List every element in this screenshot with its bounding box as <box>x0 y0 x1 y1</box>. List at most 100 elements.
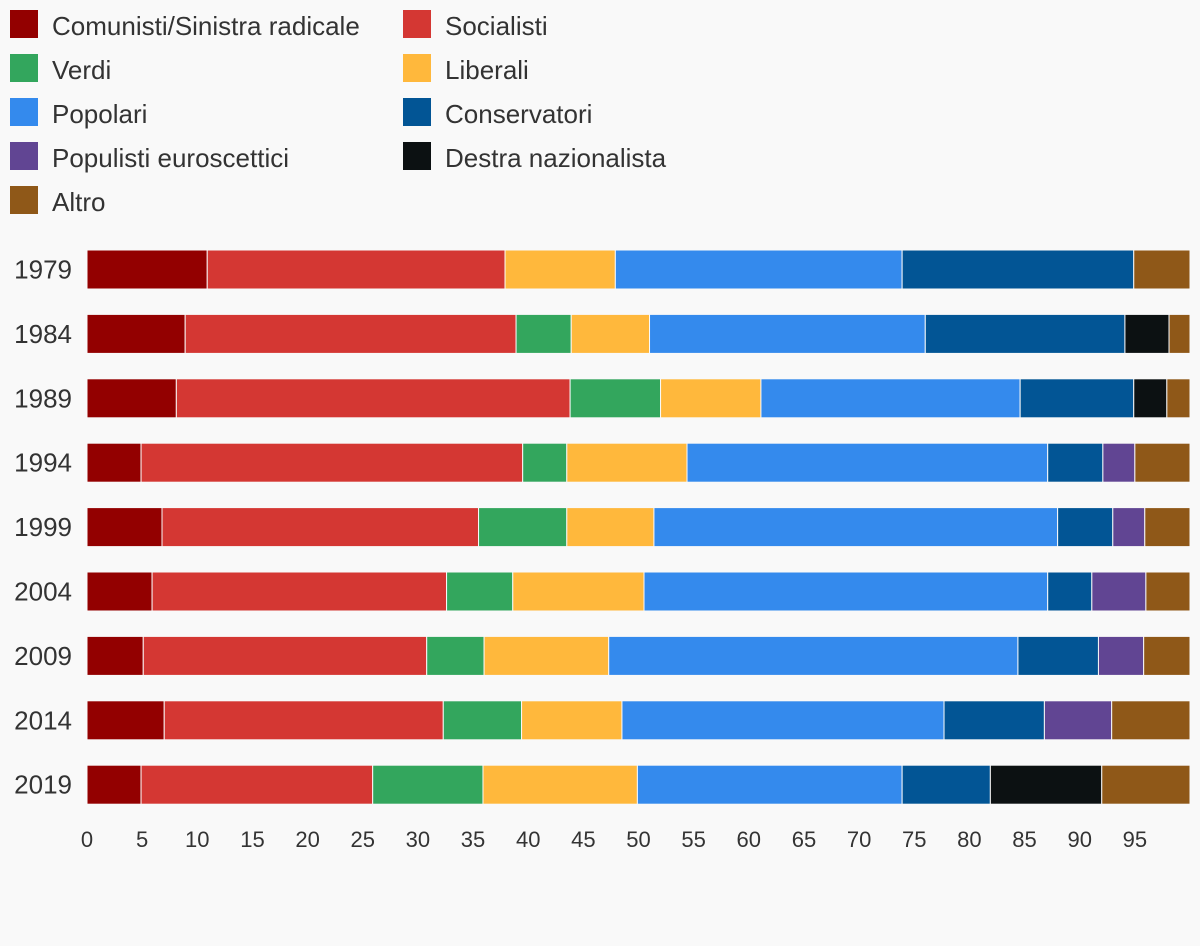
x-tick-label: 0 <box>81 827 93 852</box>
bar-segment-1994-socialisti <box>140 442 524 483</box>
bar-segment-1984-socialisti <box>184 313 517 354</box>
bar-segment-2004-socialisti <box>151 571 448 612</box>
x-tick-label: 80 <box>957 827 981 852</box>
bar-segment-1979-socialisti <box>206 249 506 290</box>
legend-swatch <box>403 98 431 126</box>
y-tick-label: 2019 <box>14 770 72 800</box>
bar-segment-1989-conservatori <box>1019 378 1135 419</box>
bar-segment-2004-conservatori <box>1047 571 1093 612</box>
bar-segment-2009-verdi <box>426 635 485 676</box>
legend-item-socialisti: Socialisti <box>403 10 548 41</box>
bar-segment-2019-conservatori <box>901 764 991 805</box>
bar-segment-2009-altro <box>1143 635 1191 676</box>
bar-segment-1999-liberali <box>566 507 655 548</box>
bar-segment-1999-socialisti <box>161 507 480 548</box>
bar-segment-1999-comunisti-sinistra-radicale <box>86 507 163 548</box>
bar-segment-1999-popolari <box>653 507 1059 548</box>
bar-segment-1984-popolari <box>649 313 926 354</box>
bar-segment-1994-altro <box>1134 442 1191 483</box>
bar-segment-2014-altro <box>1111 700 1191 741</box>
bar-row-1979 <box>86 249 1191 290</box>
bar-segment-2004-populisti-euroscettici <box>1091 571 1147 612</box>
y-tick-label: 2014 <box>14 705 72 735</box>
bar-segment-1979-liberali <box>504 249 616 290</box>
bar-segment-2004-comunisti-sinistra-radicale <box>86 571 153 612</box>
bar-segment-1994-popolari <box>686 442 1049 483</box>
y-axis-labels: 1979 1984 1989 1994 1999 2004 2009 2014 2019 <box>14 255 72 800</box>
bar-segment-2004-verdi <box>446 571 514 612</box>
bar-segment-1984-comunisti-sinistra-radicale <box>86 313 186 354</box>
y-tick-label: 2009 <box>14 641 72 671</box>
legend-item-altro: Altro <box>10 186 105 217</box>
legend-swatch <box>403 10 431 38</box>
bar-segment-1999-altro <box>1144 507 1191 548</box>
bar-segment-2014-verdi <box>442 700 523 741</box>
bar-segment-2019-liberali <box>482 764 638 805</box>
bar-row-2009 <box>86 635 1191 676</box>
x-tick-label: 55 <box>681 827 705 852</box>
bar-segment-2014-socialisti <box>163 700 444 741</box>
x-tick-label: 25 <box>351 827 375 852</box>
bar-segment-2014-popolari <box>621 700 945 741</box>
legend-swatch <box>10 186 38 214</box>
y-tick-label: 1994 <box>14 448 72 478</box>
legend-item-conservatori: Conservatori <box>403 98 592 129</box>
legend-swatch <box>403 54 431 82</box>
x-tick-label: 50 <box>626 827 650 852</box>
legend-swatch <box>10 98 38 126</box>
bar-segment-2019-destra-nazionalista <box>989 764 1103 805</box>
bar-segment-2019-comunisti-sinistra-radicale <box>86 764 142 805</box>
x-tick-label: 85 <box>1012 827 1036 852</box>
legend-label: Verdi <box>52 55 111 85</box>
bars <box>86 249 1191 805</box>
x-tick-label: 90 <box>1067 827 1091 852</box>
legend-label: Destra nazionalista <box>445 143 667 173</box>
legend-label: Conservatori <box>445 99 592 129</box>
legend-item-destra-nazionalista: Destra nazionalista <box>403 142 667 173</box>
bar-segment-2019-altro <box>1101 764 1191 805</box>
bar-segment-1984-destra-nazionalista <box>1124 313 1170 354</box>
legend-item-populisti-euroscettici: Populisti euroscettici <box>10 142 289 173</box>
legend-swatch <box>403 142 431 170</box>
x-tick-label: 65 <box>792 827 816 852</box>
bar-segment-2009-liberali <box>483 635 610 676</box>
bar-segment-1999-verdi <box>478 507 568 548</box>
bar-segment-1989-liberali <box>660 378 762 419</box>
bar-row-2019 <box>86 764 1191 805</box>
x-axis-ticks: 0 5 10 15 20 25 30 35 40 45 50 55 60 65 70 75 80 85 90 95 <box>81 827 1147 852</box>
bar-segment-1984-verdi <box>515 313 572 354</box>
bar-segment-2009-comunisti-sinistra-radicale <box>86 635 144 676</box>
legend-item-comunisti-sinistra-radicale: Comunisti/Sinistra radicale <box>10 10 360 41</box>
legend-label: Socialisti <box>445 11 548 41</box>
x-tick-label: 35 <box>461 827 485 852</box>
bar-segment-1994-verdi <box>522 442 568 483</box>
bar-segment-2019-verdi <box>372 764 484 805</box>
y-tick-label: 1989 <box>14 383 72 413</box>
x-tick-label: 75 <box>902 827 926 852</box>
x-tick-label: 70 <box>847 827 871 852</box>
bar-segment-1999-conservatori <box>1057 507 1114 548</box>
bar-row-1994 <box>86 442 1191 483</box>
bar-row-2014 <box>86 700 1191 741</box>
legend-label: Popolari <box>52 99 147 129</box>
y-tick-label: 1999 <box>14 512 72 542</box>
bar-segment-2014-comunisti-sinistra-radicale <box>86 700 165 741</box>
legend-item-verdi: Verdi <box>10 54 111 85</box>
bar-segment-2004-altro <box>1145 571 1191 612</box>
bar-segment-2019-socialisti <box>140 764 374 805</box>
bar-segment-1979-comunisti-sinistra-radicale <box>86 249 208 290</box>
bar-segment-2014-conservatori <box>943 700 1045 741</box>
y-tick-label: 1979 <box>14 255 72 285</box>
x-tick-label: 45 <box>571 827 595 852</box>
legend-swatch <box>10 10 38 38</box>
legend-label: Populisti euroscettici <box>52 143 289 173</box>
legend-label: Comunisti/Sinistra radicale <box>52 11 360 41</box>
bar-row-1989 <box>86 378 1191 419</box>
bar-segment-1989-altro <box>1166 378 1191 419</box>
y-tick-label: 1984 <box>14 319 72 349</box>
bar-segment-1999-populisti-euroscettici <box>1112 507 1146 548</box>
x-tick-label: 95 <box>1123 827 1147 852</box>
bar-segment-1984-altro <box>1168 313 1191 354</box>
